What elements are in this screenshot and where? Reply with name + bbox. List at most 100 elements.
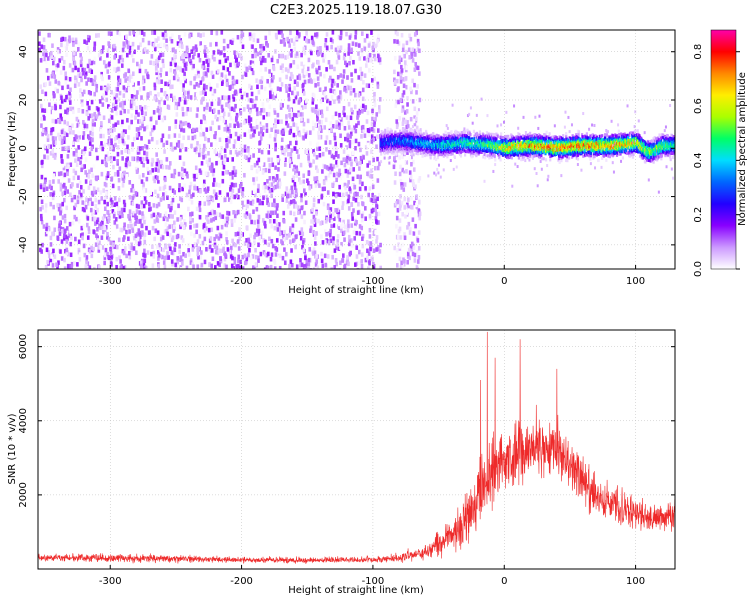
heatmap-cell [74, 170, 78, 176]
heatmap-cell [408, 143, 411, 148]
heatmap-cell [205, 247, 208, 252]
heatmap-cell [272, 66, 276, 72]
heatmap-cell [132, 58, 135, 63]
heatmap-cell [84, 74, 87, 80]
heatmap-cell [76, 199, 80, 205]
heatmap-cell [201, 240, 205, 246]
heatmap-cell [307, 265, 310, 269]
heatmap-cell [182, 83, 185, 88]
heatmap-cell [356, 194, 359, 200]
heatmap-cell [346, 227, 350, 233]
heatmap-cell [183, 96, 187, 101]
heatmap-cell [368, 186, 372, 191]
heatmap-cell [53, 74, 57, 79]
heatmap-cell [268, 236, 271, 242]
heatmap-cell [191, 54, 195, 60]
heatmap-cell [314, 262, 318, 267]
heatmap-cell [138, 174, 142, 180]
heatmap-cell [404, 143, 408, 147]
heatmap-cell [131, 156, 134, 161]
heatmap-cell [357, 249, 361, 255]
heatmap-cell [107, 218, 111, 224]
heatmap-cell [181, 261, 184, 266]
heatmap-cell [253, 220, 256, 225]
heatmap-cell [153, 30, 157, 35]
heatmap-cell [341, 222, 345, 227]
heatmap-cell [64, 234, 68, 240]
heatmap-cell [69, 106, 72, 112]
heatmap-cell [198, 148, 202, 153]
heatmap-cell [398, 171, 402, 177]
heatmap-cell [295, 192, 298, 198]
heatmap-cell [92, 78, 95, 84]
heatmap-cell [217, 236, 221, 241]
heatmap-cell [338, 192, 342, 197]
heatmap-cell [57, 179, 61, 184]
heatmap-cell [399, 75, 403, 80]
heatmap-cell [334, 111, 338, 117]
heatmap-cell [117, 75, 120, 81]
heatmap-cell [372, 248, 376, 253]
heatmap-cell [101, 146, 105, 152]
heatmap-cell [284, 55, 287, 60]
heatmap-cell [273, 91, 277, 96]
heatmap-cell [368, 68, 371, 73]
heatmap-cell [365, 83, 369, 88]
heatmap-cell [350, 183, 354, 189]
heatmap-cell [412, 159, 415, 165]
heatmap-cell [88, 201, 92, 206]
heatmap-cell [293, 92, 296, 97]
heatmap-cell [419, 140, 422, 144]
heatmap-cell [173, 220, 176, 226]
heatmap-cell [266, 78, 269, 84]
heatmap-cell [304, 104, 307, 110]
heatmap-cell [134, 213, 137, 218]
heatmap-cell [296, 75, 300, 80]
heatmap-cell [174, 49, 177, 54]
heatmap-cell [413, 252, 417, 258]
heatmap-cell [343, 48, 347, 54]
heatmap-cell [415, 202, 418, 208]
heatmap-cell [88, 141, 92, 146]
heatmap-cell [278, 265, 282, 269]
heatmap-cell [189, 212, 192, 217]
heatmap-cell [240, 30, 244, 36]
heatmap-cell [379, 149, 382, 153]
heatmap-cell [152, 125, 156, 130]
heatmap-cell [435, 149, 438, 154]
heatmap-cell [247, 157, 251, 163]
heatmap-cell [80, 56, 83, 62]
heatmap-cell [332, 155, 336, 160]
heatmap-cell [145, 151, 149, 157]
heatmap-cell [63, 136, 66, 141]
heatmap-cell [410, 89, 413, 95]
heatmap-cell [307, 158, 311, 163]
heatmap-cell [232, 97, 236, 102]
heatmap-cell [253, 234, 256, 240]
heatmap-cell [135, 127, 139, 132]
heatmap-cell [169, 67, 173, 73]
heatmap-cell [223, 148, 227, 153]
heatmap-cell [81, 200, 85, 205]
heatmap-cell [302, 179, 306, 185]
heatmap-cell [266, 179, 269, 184]
heatmap-cell [176, 259, 180, 265]
heatmap-cell [122, 93, 126, 98]
heatmap-cell [69, 241, 73, 247]
heatmap-cell [430, 133, 433, 137]
heatmap-cell [274, 246, 278, 251]
heatmap-cell [339, 173, 342, 178]
heatmap-cell [116, 161, 119, 166]
heatmap-cell [187, 135, 190, 141]
heatmap-cell [415, 65, 418, 70]
heatmap-cell [205, 217, 209, 222]
heatmap-cell [291, 233, 295, 239]
heatmap-cell [270, 187, 274, 193]
heatmap-cell [77, 175, 80, 180]
heatmap-cell [212, 182, 215, 187]
heatmap-cell [196, 247, 199, 253]
heatmap-cell [312, 125, 315, 131]
heatmap-cell [367, 241, 371, 246]
heatmap-cell [364, 257, 368, 263]
heatmap-cell [140, 159, 144, 164]
